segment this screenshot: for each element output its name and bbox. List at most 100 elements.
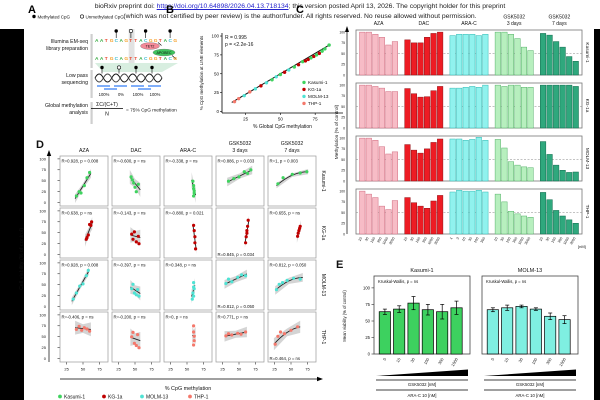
- svg-text:7 days: 7 days: [552, 21, 567, 27]
- doi-link[interactable]: https://doi.org/10.64898/2026.04.13.7181…: [156, 3, 289, 10]
- svg-text:25: 25: [42, 293, 47, 298]
- row-label: KG-1a: [584, 99, 590, 113]
- svg-text:100: 100: [39, 260, 46, 265]
- svg-text:10: 10: [395, 356, 402, 363]
- dna-sequence-bottom: AAT GCAGT T ACGGT ACG: [95, 56, 177, 62]
- svg-text:R=-0.200, p = ns: R=-0.200, p = ns: [114, 315, 146, 320]
- svg-text:0: 0: [368, 351, 371, 356]
- regression-cell-Kasumi-1-0: R=0.928, p = 0.008: [59, 155, 109, 207]
- dose-tick-label: 30: [468, 237, 473, 242]
- bar-row-KG-1a: 100 75 50 25 0 KG-1a: [339, 82, 590, 130]
- svg-text:100%: 100%: [150, 92, 161, 97]
- x-tick-labels: 25 50 75 25 50 75 25 50 75 25 50 75 25 5…: [64, 362, 310, 372]
- svg-text:50: 50: [42, 334, 47, 339]
- svg-text:75: 75: [42, 167, 47, 172]
- row-label: KG-1a: [320, 226, 326, 241]
- regression-cell-THP-1-0: R=-0.406, p = ns: [59, 311, 109, 363]
- dose-tick-label: 30: [500, 237, 505, 242]
- dose-tick-label: 3: [456, 237, 460, 241]
- svg-text:75: 75: [42, 323, 47, 328]
- svg-text:25: 25: [116, 367, 121, 372]
- svg-text:10: 10: [403, 237, 408, 242]
- svg-text:10: 10: [538, 237, 543, 242]
- cell-line-legend: Kasumi-1 KG-1a MOLM-13 THP-1: [302, 80, 329, 106]
- dose-tick-label: 300: [557, 237, 563, 244]
- svg-text:300: 300: [512, 237, 518, 244]
- unit-label: [nM]: [578, 244, 586, 249]
- svg-text:25: 25: [243, 117, 249, 122]
- svg-text:30: 30: [409, 356, 416, 363]
- bar-chart-MOLM-13: MOLM-13 Kruskal-Wallis, p = ns 0 10 30 10…: [481, 268, 579, 398]
- svg-text:Low pass: Low pass: [66, 73, 88, 79]
- svg-text:100: 100: [415, 237, 421, 244]
- svg-text:100: 100: [531, 356, 539, 365]
- dose-tick-label: 1000: [517, 237, 524, 246]
- svg-text:GSK5032: GSK5032: [549, 15, 571, 21]
- svg-text:1000: 1000: [558, 356, 567, 367]
- svg-text:sequencing: sequencing: [61, 80, 88, 86]
- svg-text:75: 75: [97, 367, 102, 372]
- bar-row-MOLM-13: 100 75 50 25 0 MOLM-13: [339, 135, 590, 183]
- svg-text:50: 50: [341, 52, 345, 56]
- dose-tick-label: 300: [480, 237, 486, 244]
- header-line2: (which was not certified by peer review)…: [123, 12, 477, 20]
- svg-text:25: 25: [341, 169, 345, 173]
- dose-tick-label: 300: [376, 237, 382, 244]
- svg-text:75: 75: [253, 367, 258, 372]
- panel-d-label: D: [36, 139, 44, 151]
- svg-text:0: 0: [216, 109, 219, 114]
- svg-text:Kasumi-1: Kasumi-1: [64, 395, 85, 400]
- dna-helix: [94, 73, 163, 83]
- svg-text:50: 50: [42, 282, 47, 287]
- svg-text:GSK5032: GSK5032: [281, 141, 304, 147]
- svg-text:R=0, p = ns: R=0, p = ns: [166, 315, 188, 320]
- svg-text:R=0.812, p = 0.050: R=0.812, p = 0.050: [270, 263, 307, 268]
- panel-e-label: E: [336, 259, 343, 271]
- svg-text:library preparation: library preparation: [46, 46, 88, 52]
- svg-text:30: 30: [409, 237, 414, 242]
- svg-text:p = <2.2e-16: p = <2.2e-16: [225, 42, 254, 48]
- svg-text:50: 50: [365, 318, 370, 323]
- bar-chart-Kasumi-1: Kasumi-1 Kruskal-Wallis, p = ns 0 10 30 1…: [373, 268, 471, 398]
- sequence-methylation-lollipops: [114, 28, 172, 38]
- svg-text:100: 100: [339, 83, 345, 87]
- svg-text:10: 10: [503, 356, 510, 363]
- svg-text:3 days: 3 days: [232, 148, 248, 154]
- svg-text:25: 25: [64, 367, 69, 372]
- dose-tick-label: 3000: [569, 237, 576, 246]
- regression-cell-KG-1a-4: R=0.655, p = ns: [267, 207, 317, 259]
- svg-text:300: 300: [557, 237, 563, 244]
- svg-text:100: 100: [370, 237, 376, 244]
- regression-cell-Kasumi-1-3: R=0.886, p = 0.033: [215, 155, 265, 207]
- svg-text:50: 50: [185, 367, 190, 372]
- dose-gradient-wedge: [376, 369, 468, 376]
- panel-b-correlation-scatter-chart: 0 25 50 75 100 25 50 75% Global CpG meth…: [199, 33, 343, 130]
- svg-text:KG-1a: KG-1a: [108, 395, 123, 400]
- svg-text:R=-0.397, p = ns: R=-0.397, p = ns: [114, 263, 146, 268]
- svg-text:GSK5032: GSK5032: [503, 15, 525, 21]
- regression-cell-Kasumi-1-2: R=-0.338, p = ns: [163, 155, 213, 207]
- svg-text:0: 0: [44, 304, 47, 309]
- svg-text:Global methylation: Global methylation: [45, 103, 88, 109]
- y-axis: Mean viability (% of control)0 25 50 75 …: [342, 285, 374, 356]
- svg-text:75: 75: [341, 200, 345, 204]
- svg-text:0: 0: [343, 126, 345, 130]
- svg-text:R=-0.338, p = ns: R=-0.338, p = ns: [166, 159, 198, 164]
- svg-text:10: 10: [493, 237, 498, 242]
- svg-text:25: 25: [341, 222, 345, 226]
- svg-text:ARA-C 10 [nM]: ARA-C 10 [nM]: [408, 393, 437, 398]
- row-label: Kasumi-1: [320, 170, 326, 191]
- svg-text:30: 30: [364, 237, 369, 242]
- dose-gradient-wedge: [484, 369, 576, 376]
- svg-text:100: 100: [39, 208, 46, 213]
- header-line1-post: ; this version posted April 13, 2026. Th…: [288, 3, 506, 10]
- svg-text:R=0.845, p = 0.034: R=0.845, p = 0.034: [218, 252, 255, 257]
- panel-b-label: B: [166, 4, 174, 16]
- svg-text:100: 100: [339, 189, 345, 193]
- regression-cell-Kasumi-1-1: R=-0.600, p = ns: [111, 155, 161, 207]
